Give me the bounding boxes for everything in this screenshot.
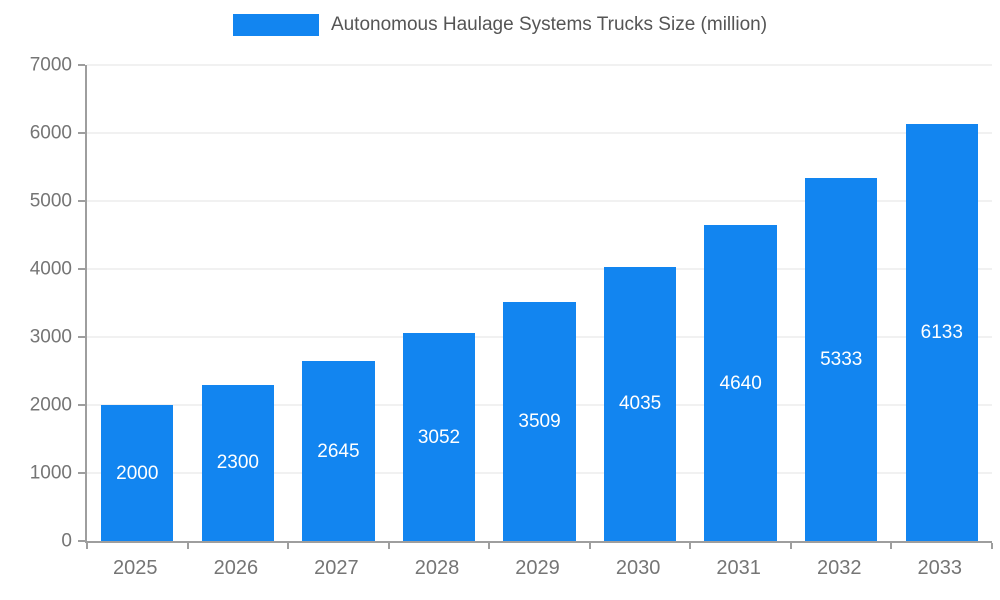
bar-value-label: 6133 <box>920 321 963 343</box>
bar-value-label: 5333 <box>820 349 863 371</box>
bar-slot: 4035 <box>590 65 691 541</box>
y-tick-label: 5000 <box>29 190 72 212</box>
bar: 3052 <box>402 333 476 541</box>
y-tick-label: 6000 <box>29 122 72 144</box>
x-tick-label: 2031 <box>716 557 761 579</box>
y-tick-mark <box>78 64 85 66</box>
x-tick-label: 2027 <box>314 557 359 579</box>
bar-value-label: 3509 <box>518 411 561 433</box>
x-tick-mark <box>789 543 792 549</box>
y-tick-mark <box>78 132 85 134</box>
gridline <box>87 132 992 134</box>
bar-value-label: 2300 <box>216 452 259 474</box>
x-tick-mark <box>86 543 88 549</box>
x-tick-mark <box>588 543 591 549</box>
x-tick-mark <box>287 543 290 549</box>
plot-area: 2000 2300 2645 3052 3509 4035 4640 5333 6133 <box>78 64 993 549</box>
y-axis-labels: 0 1000 2000 3000 4000 5000 6000 7000 <box>0 56 72 551</box>
bar-value-label: 4640 <box>719 372 762 394</box>
bar-value-label: 3052 <box>417 426 461 448</box>
x-tick-mark <box>488 543 491 549</box>
bar-slot: 2645 <box>288 65 389 541</box>
bar-slot: 5333 <box>791 65 892 541</box>
x-axis-labels: 2025 2026 2027 2028 2029 2030 2031 2032 2033 <box>85 558 990 578</box>
x-tick-mark <box>890 543 893 549</box>
y-tick-label: 7000 <box>29 54 72 76</box>
x-tick-label: 2033 <box>917 557 963 579</box>
legend-swatch <box>232 14 319 36</box>
x-tick-label: 2029 <box>515 557 560 579</box>
bar: 4640 <box>704 225 777 541</box>
bar-slot: 2300 <box>188 65 289 541</box>
y-tick-mark <box>78 336 85 338</box>
y-tick-mark <box>78 200 85 202</box>
y-tick-label: 4000 <box>29 258 72 280</box>
gridline <box>87 268 992 270</box>
bar: 3509 <box>503 302 576 541</box>
chart-legend: Autonomous Haulage Systems Trucks Size (… <box>0 14 1000 36</box>
bar-slot: 3052 <box>389 65 490 541</box>
bar: 5333 <box>805 178 878 541</box>
x-tick-label: 2030 <box>615 557 661 579</box>
bar-series: 2000 2300 2645 3052 3509 4035 4640 5333 6133 <box>87 65 992 541</box>
x-tick-label: 2032 <box>816 557 862 579</box>
y-tick-label: 2000 <box>29 394 72 416</box>
bar-slot: 2000 <box>87 65 188 541</box>
y-tick-mark <box>78 540 85 542</box>
bar-value-label: 2000 <box>116 462 159 484</box>
x-tick-mark <box>186 543 189 549</box>
gridline <box>87 64 992 66</box>
bar-slot: 3509 <box>489 65 590 541</box>
legend-label: Autonomous Haulage Systems Trucks Size (… <box>330 14 768 35</box>
gridline <box>87 200 992 202</box>
x-tick-label: 2026 <box>213 557 259 579</box>
bar: 4035 <box>603 266 677 541</box>
y-tick-label: 1000 <box>29 462 72 484</box>
y-tick-mark <box>78 404 85 406</box>
y-tick-mark <box>78 472 85 474</box>
bar-value-label: 4035 <box>618 393 662 415</box>
x-tick-label: 2025 <box>113 557 158 579</box>
x-tick-mark <box>387 543 390 549</box>
bar: 2645 <box>302 361 375 541</box>
bar: 6133 <box>905 123 978 541</box>
bar-slot: 4640 <box>690 65 791 541</box>
bar: 2300 <box>201 384 275 541</box>
y-tick-label: 3000 <box>29 326 72 348</box>
x-tick-label: 2028 <box>414 557 460 579</box>
y-tick-mark <box>78 268 85 270</box>
x-tick-mark <box>991 543 993 549</box>
x-tick-mark <box>689 543 692 549</box>
y-tick-label: 0 <box>61 530 72 552</box>
bar-slot: 6133 <box>892 65 993 541</box>
bar-value-label: 2645 <box>317 440 360 462</box>
bar: 2000 <box>101 405 174 541</box>
